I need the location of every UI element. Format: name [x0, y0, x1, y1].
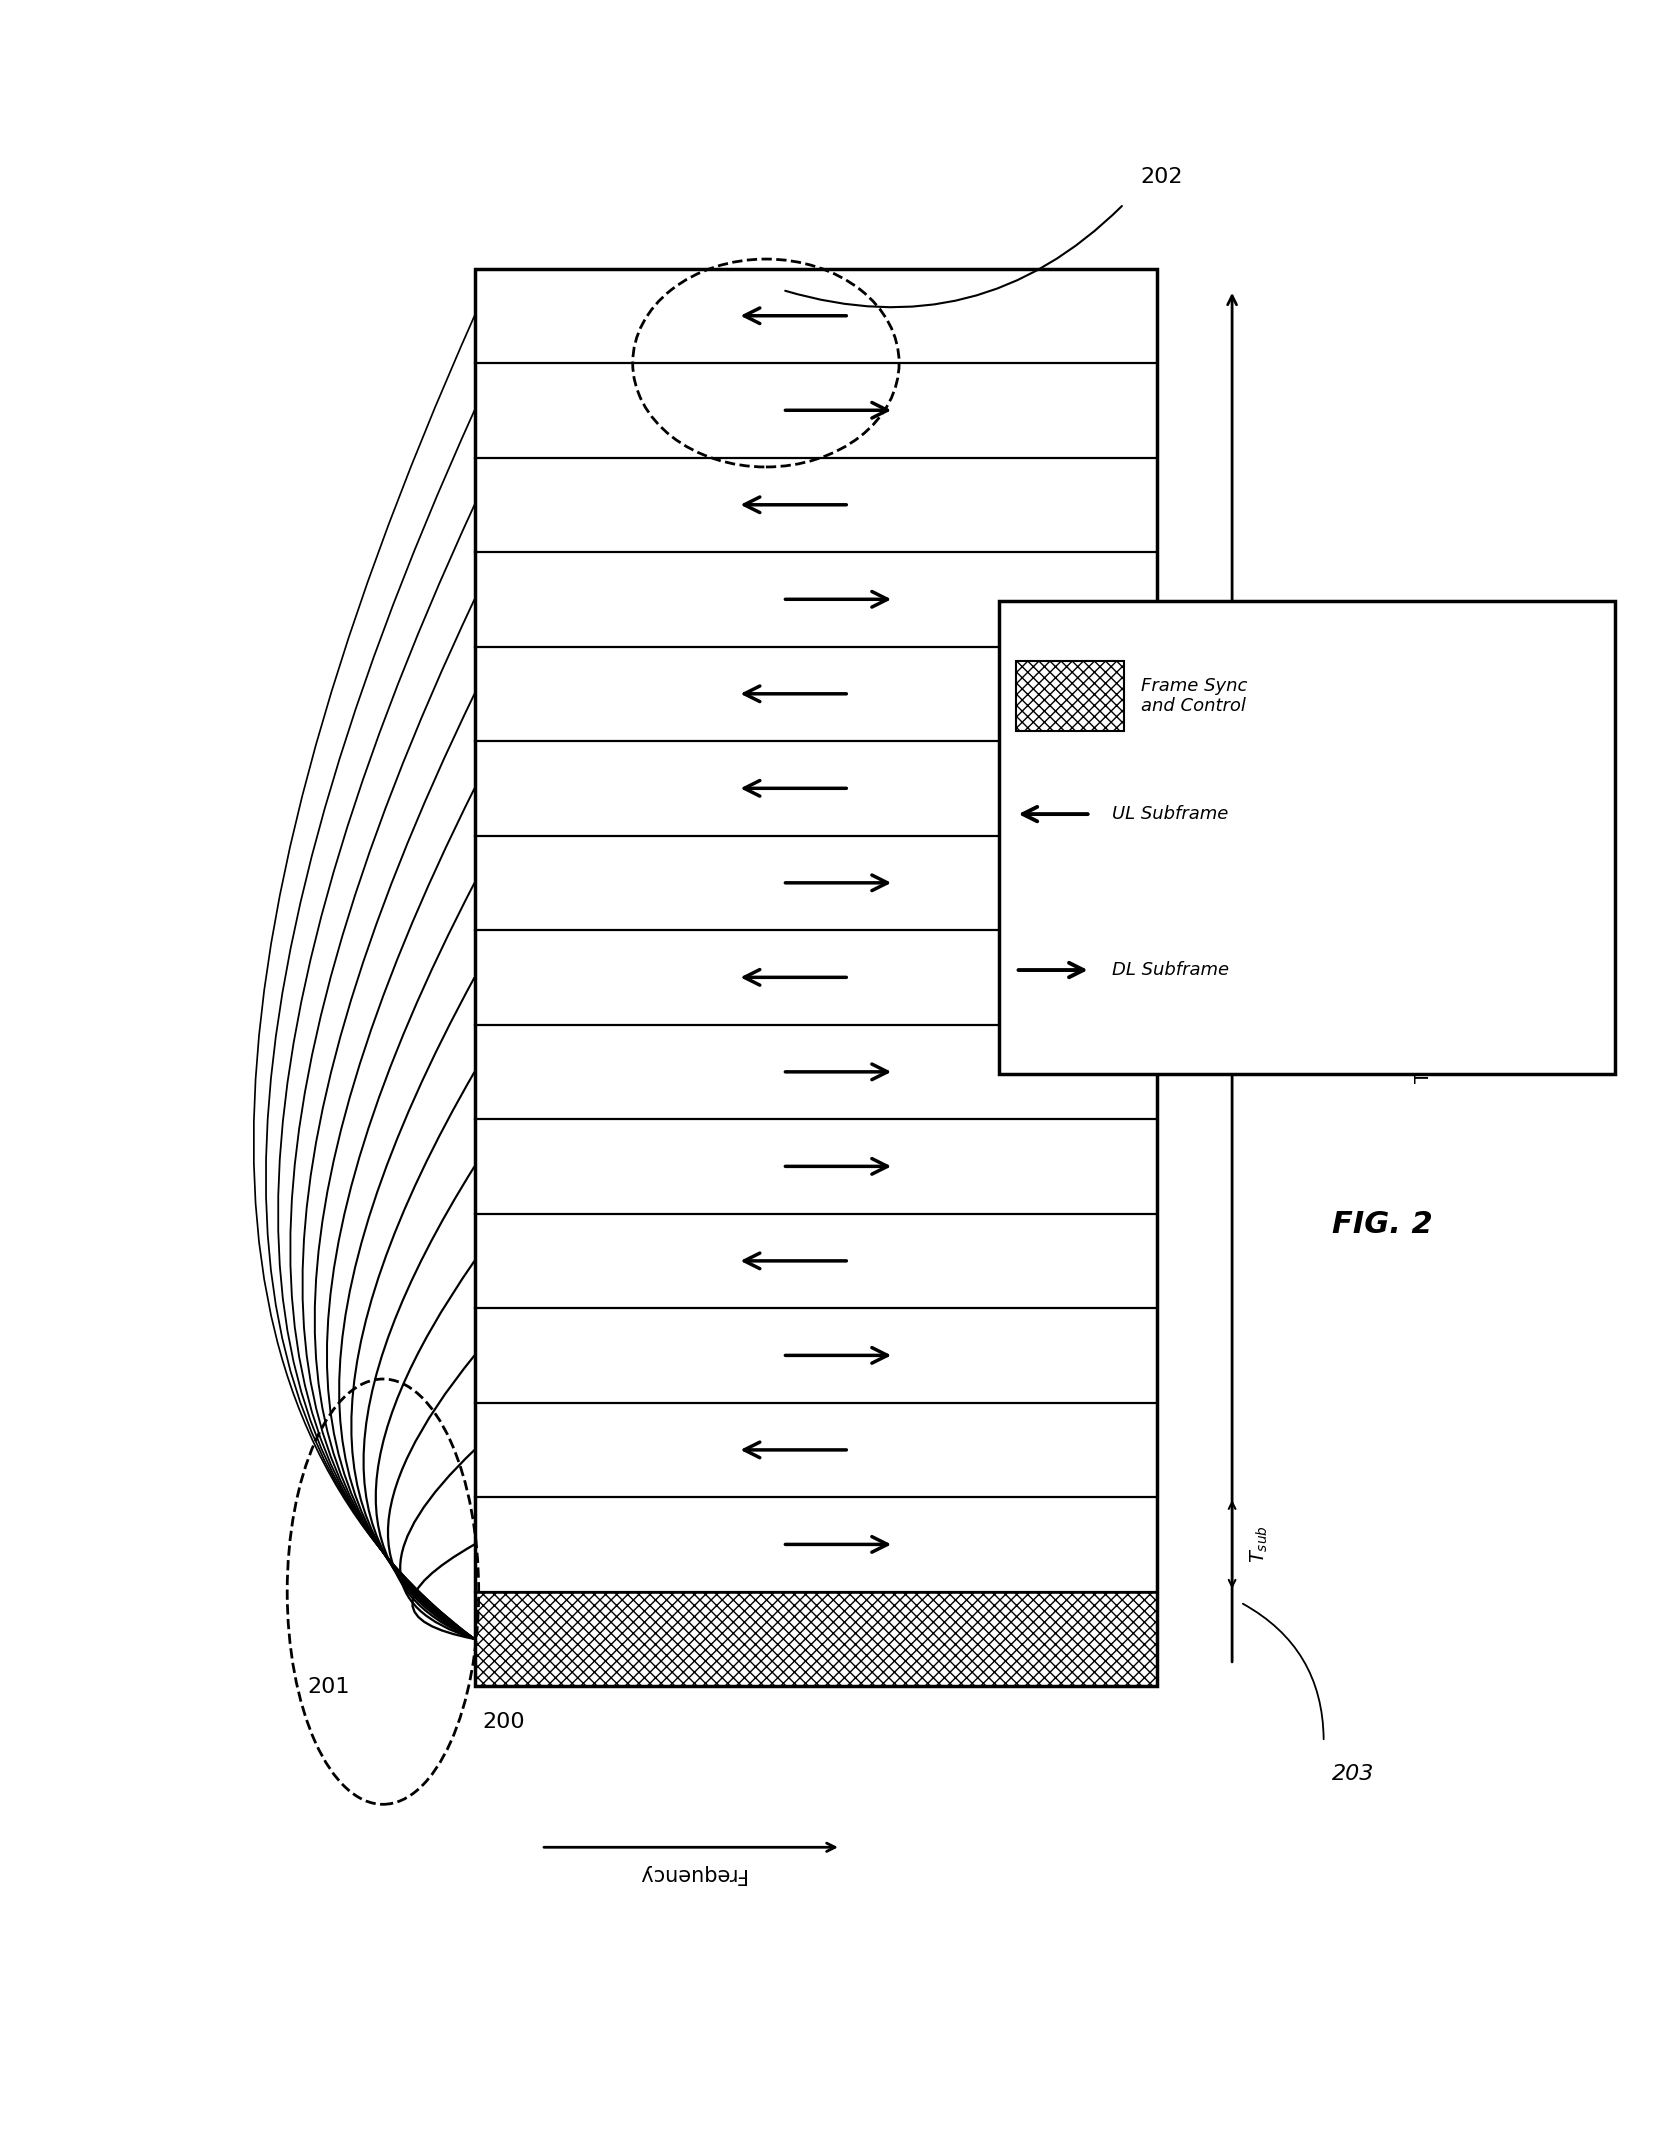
Text: FIG. 2: FIG. 2: [1331, 1209, 1431, 1239]
Text: Frequency: Frequency: [637, 1864, 744, 1884]
Text: $T_{sub}$: $T_{sub}$: [1248, 1525, 1270, 1564]
Text: TDD Frame (e.g. Duration = 10ms): TDD Frame (e.g. Duration = 10ms): [1413, 743, 1433, 1083]
Text: 202: 202: [1140, 168, 1183, 187]
Bar: [998, 601, 1614, 1074]
Bar: [474, 268, 1156, 1686]
Text: 203: 203: [1331, 1764, 1373, 1785]
Text: Frame Sync
and Control: Frame Sync and Control: [1140, 677, 1246, 715]
Text: UL Subframe: UL Subframe: [1112, 806, 1228, 823]
Text: 200: 200: [483, 1712, 526, 1731]
Bar: [1015, 659, 1123, 730]
Text: Time: Time: [1261, 949, 1281, 1005]
Text: 201: 201: [306, 1678, 349, 1697]
Text: DL Subframe: DL Subframe: [1112, 960, 1228, 979]
Bar: [474, 1592, 1156, 1686]
